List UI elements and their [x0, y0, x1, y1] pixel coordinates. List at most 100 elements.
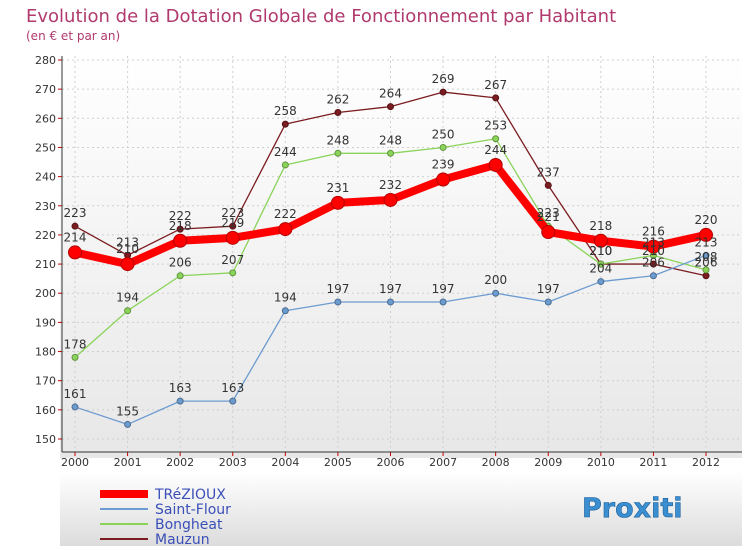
data-label-saint-flour: 163: [169, 381, 192, 395]
data-point-tr-zioux: [699, 227, 713, 242]
data-point-bongheat: [176, 272, 184, 280]
data-label-saint-flour: 204: [589, 262, 612, 276]
data-point-mauzun: [71, 222, 79, 230]
data-label-mauzun: 264: [379, 87, 402, 101]
data-label-tr-zioux: 210: [116, 242, 139, 256]
data-point-saint-flour: [649, 272, 657, 280]
x-tick-label: 2006: [377, 456, 405, 469]
data-label-saint-flour: 163: [221, 381, 244, 395]
proxiti-logo: Proxiti: [582, 493, 683, 525]
data-point-mauzun: [387, 103, 394, 111]
data-point-mauzun: [176, 225, 184, 233]
data-label-bongheat: 210: [589, 244, 612, 258]
data-point-bongheat: [702, 266, 710, 274]
data-point-mauzun: [702, 272, 710, 280]
logo-text: Proxiti: [582, 493, 683, 524]
data-point-saint-flour: [544, 298, 552, 306]
data-label-mauzun: 210: [642, 244, 665, 258]
x-tick-label: 2011: [639, 456, 667, 469]
data-label-saint-flour: 161: [64, 387, 87, 401]
plot-background: [60, 54, 742, 458]
data-label-tr-zioux: 244: [484, 143, 507, 157]
data-point-saint-flour: [492, 289, 500, 297]
y-tick-label: 160: [35, 404, 56, 417]
data-label-bongheat: 194: [116, 291, 139, 305]
data-label-bongheat: 223: [537, 206, 560, 220]
data-point-saint-flour: [124, 420, 132, 428]
data-label-mauzun: 213: [116, 235, 139, 249]
x-tick-label: 2005: [324, 456, 352, 469]
x-tick-label: 2002: [166, 456, 194, 469]
data-point-tr-zioux: [383, 192, 398, 207]
data-point-tr-zioux: [120, 257, 135, 272]
y-tick-label: 150: [35, 433, 56, 446]
data-point-mauzun: [281, 120, 289, 128]
data-label-mauzun: 206: [695, 256, 718, 270]
x-tick-label: 2009: [534, 456, 562, 469]
y-tick-label: 270: [35, 83, 56, 96]
data-point-tr-zioux: [330, 195, 345, 210]
data-point-saint-flour: [597, 278, 605, 286]
legend-area: [60, 472, 742, 546]
data-label-tr-zioux: 216: [642, 225, 665, 239]
data-label-mauzun: 222: [169, 209, 192, 223]
data-label-tr-zioux: 231: [326, 181, 349, 195]
data-point-tr-zioux: [68, 245, 82, 260]
data-label-tr-zioux: 218: [589, 219, 612, 233]
y-tick-label: 180: [35, 346, 56, 359]
data-point-saint-flour: [334, 298, 342, 306]
data-point-bongheat: [124, 307, 132, 315]
data-label-bongheat: 213: [642, 235, 665, 249]
data-point-tr-zioux: [593, 233, 608, 248]
data-label-saint-flour: 213: [695, 235, 718, 249]
data-label-tr-zioux: 221: [537, 210, 560, 224]
legend-label-bongheat: Bongheat: [155, 517, 223, 533]
y-tick-label: 170: [35, 375, 56, 388]
data-label-saint-flour: 206: [642, 256, 665, 270]
data-label-bongheat: 178: [64, 337, 87, 351]
y-tick-label: 220: [35, 229, 56, 242]
data-label-tr-zioux: 218: [169, 219, 192, 233]
chart-title: Evolution de la Dotation Globale de Fonc…: [26, 6, 616, 27]
x-tick-label: 2001: [114, 456, 142, 469]
data-label-bongheat: 206: [169, 256, 192, 270]
data-point-mauzun: [334, 108, 342, 116]
data-label-saint-flour: 197: [537, 282, 560, 296]
data-label-bongheat: 248: [379, 133, 402, 147]
data-point-mauzun: [492, 94, 500, 102]
data-point-tr-zioux: [541, 225, 556, 240]
y-tick-label: 190: [35, 316, 56, 329]
data-label-tr-zioux: 219: [221, 216, 244, 230]
data-point-mauzun: [544, 181, 552, 189]
data-point-saint-flour: [702, 251, 710, 259]
data-label-mauzun: 269: [432, 72, 455, 86]
data-label-mauzun: 223: [221, 206, 244, 220]
data-point-mauzun: [649, 260, 657, 268]
y-tick-label: 200: [35, 287, 56, 300]
data-point-saint-flour: [439, 298, 447, 306]
data-point-bongheat: [229, 269, 237, 277]
legend-label-tr-zioux: TRéZIOUX: [154, 487, 226, 503]
data-label-saint-flour: 197: [326, 282, 349, 296]
data-label-bongheat: 248: [326, 133, 349, 147]
data-label-tr-zioux: 222: [274, 207, 297, 221]
data-label-tr-zioux: 220: [695, 213, 718, 227]
data-label-bongheat: 208: [695, 250, 718, 264]
data-point-bongheat: [387, 149, 394, 157]
data-label-mauzun: 223: [64, 206, 87, 220]
data-point-tr-zioux: [436, 172, 451, 187]
data-label-bongheat: 207: [221, 253, 244, 267]
y-tick-label: 280: [35, 54, 56, 67]
chart-subtitle: (en € et par an): [26, 29, 120, 43]
x-tick-label: 2007: [429, 456, 457, 469]
data-point-mauzun: [229, 222, 237, 230]
data-label-mauzun: 262: [326, 92, 349, 106]
data-point-bongheat: [597, 260, 605, 268]
data-point-bongheat: [492, 135, 500, 143]
data-point-bongheat: [281, 161, 289, 169]
x-tick-label: 2012: [692, 456, 720, 469]
x-tick-label: 2010: [587, 456, 615, 469]
